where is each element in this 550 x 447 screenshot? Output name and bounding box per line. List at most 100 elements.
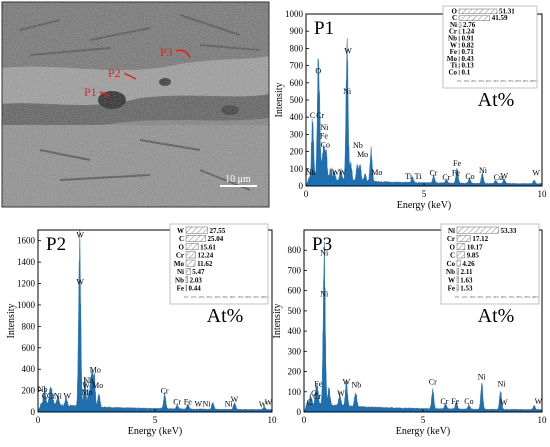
peak-label: Cr — [442, 173, 450, 182]
y-tick-label: 1400 — [17, 257, 36, 267]
peak-label: Fe — [314, 380, 322, 389]
composition-axis-tick: 10% — [191, 295, 197, 299]
composition-bar — [458, 63, 460, 69]
composition-element: Co — [448, 69, 457, 77]
unit-label: At% — [478, 89, 515, 111]
composition-bar — [185, 284, 187, 292]
panel-title: P2 — [46, 234, 66, 255]
x-tick-label: 5 — [153, 415, 158, 425]
composition-axis-tick: 90% — [523, 79, 529, 83]
composition-axis-tick: 80% — [515, 79, 521, 83]
composition-axis-tick: 100% — [532, 295, 540, 299]
composition-element: Mo — [174, 260, 185, 268]
x-axis-label: Energy (keV) — [397, 200, 452, 211]
composition-element: Fe — [448, 285, 455, 293]
peak-label: Cr — [173, 398, 181, 407]
composition-value: 0.82 — [462, 41, 475, 49]
composition-element: O — [452, 7, 458, 15]
y-tick-label: 700 — [290, 61, 304, 71]
composition-value: 2.76 — [463, 21, 476, 29]
composition-axis-tick: 50% — [493, 79, 499, 83]
composition-element: Cr — [447, 235, 455, 243]
composition-bar — [185, 243, 199, 250]
composition-element: Cr — [176, 252, 184, 260]
peak-label: Nb — [306, 168, 316, 177]
composition-axis-tick: 80% — [517, 295, 523, 299]
composition-value: 11.62 — [197, 260, 213, 268]
peak-label: W — [500, 171, 508, 180]
composition-bar — [458, 22, 462, 28]
composition-value: 27.55 — [209, 227, 225, 235]
composition-bar — [456, 251, 465, 259]
composition-axis-tick: 100% — [261, 295, 269, 299]
peak-label: Fe — [320, 132, 328, 141]
composition-axis-tick: 20% — [471, 79, 477, 83]
point-label-p1: P1 — [84, 85, 97, 99]
peak-label: Ni — [343, 87, 352, 96]
composition-axis-tick: 0% — [457, 79, 462, 83]
peak-label: Mo — [357, 150, 368, 159]
peak-label: Fe — [452, 169, 460, 178]
composition-value: 0.44 — [189, 285, 202, 293]
peak-label: W — [344, 47, 352, 56]
composition-element: Co — [446, 260, 455, 268]
composition-bar — [458, 8, 498, 15]
peak-label: Cr — [47, 392, 55, 401]
peak-label: Ni — [498, 380, 507, 389]
scale-bar-label: 10 μm — [225, 174, 251, 185]
composition-axis-tick: 10% — [462, 295, 468, 299]
peak-label: Nb — [38, 385, 48, 394]
composition-axis-tick: 40% — [214, 295, 220, 299]
composition-element: Nb — [448, 35, 457, 43]
composition-axis-tick: 40% — [485, 295, 491, 299]
peak-label: Fe — [184, 398, 192, 407]
peak-label: W — [265, 398, 273, 407]
peak-label: O — [315, 66, 321, 75]
composition-axis-tick: 50% — [493, 295, 499, 299]
spectrum-area — [305, 38, 543, 187]
y-tick-label: 800 — [22, 321, 36, 331]
composition-value: 41.59 — [492, 14, 508, 22]
x-tick-label: 0 — [302, 415, 307, 425]
composition-value: 51.31 — [499, 7, 515, 15]
peak-label: W — [500, 398, 508, 407]
composition-value: 53.33 — [501, 227, 517, 235]
composition-value: 2.03 — [190, 276, 203, 284]
peak-label: Ni — [320, 123, 329, 132]
composition-value: 1.24 — [462, 28, 475, 36]
composition-axis-tick: 70% — [509, 295, 515, 299]
composition-value: 9.85 — [467, 252, 480, 260]
y-axis-label: Intensity — [272, 304, 283, 339]
composition-element: Ni — [448, 227, 455, 235]
composition-element: Cr — [449, 28, 457, 36]
point-label-p3: P3 — [160, 45, 173, 59]
peak-label: W — [339, 168, 347, 177]
composition-axis-tick: 30% — [478, 79, 484, 83]
y-tick-label: 200 — [288, 367, 302, 377]
composition-element: Ti — [451, 62, 458, 70]
peak-label: W — [76, 230, 84, 239]
composition-value: 10.17 — [467, 243, 483, 251]
x-tick-label: 10 — [538, 189, 548, 199]
composition-element: C — [179, 235, 184, 243]
x-tick-label: 0 — [304, 189, 309, 199]
composition-value: 0.91 — [462, 35, 475, 43]
panel-title: P3 — [312, 234, 332, 255]
composition-bar — [456, 268, 459, 275]
composition-value: 5.47 — [192, 268, 205, 276]
peak-label: Ni — [225, 400, 234, 409]
peak-label: W — [82, 381, 90, 390]
composition-value: 17.12 — [472, 235, 488, 243]
composition-axis-tick: 60% — [501, 295, 507, 299]
y-tick-label: 300 — [288, 346, 302, 356]
y-axis-label: Intensity — [274, 83, 285, 118]
y-tick-label: 500 — [288, 306, 302, 316]
y-tick-label: 0 — [299, 181, 304, 191]
y-tick-label: 400 — [290, 112, 304, 122]
composition-element: O — [179, 243, 185, 251]
composition-value: 2.11 — [461, 268, 473, 276]
y-tick-label: 600 — [290, 78, 304, 88]
peak-label: Ni — [320, 248, 329, 257]
composition-bar — [185, 251, 196, 259]
peak-label: C — [42, 392, 47, 401]
